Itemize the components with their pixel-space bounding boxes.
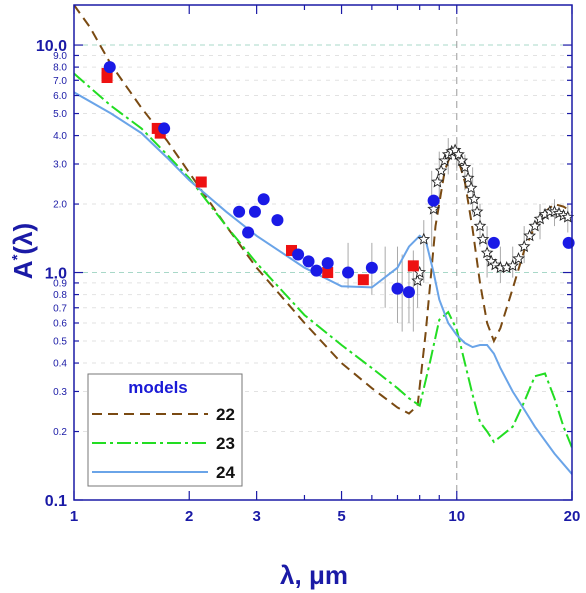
y-minor-tick-label: 0.6 bbox=[53, 318, 67, 329]
legend-label-22: 22 bbox=[216, 405, 235, 424]
star-point bbox=[458, 160, 472, 173]
blue-circle-point bbox=[427, 194, 440, 207]
x-axis-title: λ, μm bbox=[280, 560, 348, 590]
blue-circle-point bbox=[233, 205, 246, 218]
model-curve-23 bbox=[74, 72, 572, 448]
blue-circle-point bbox=[257, 193, 270, 206]
y-major-tick-label: 0.1 bbox=[45, 493, 67, 510]
blue-circle-point bbox=[242, 226, 255, 239]
blue-circle-point bbox=[292, 248, 305, 261]
star-point bbox=[411, 274, 424, 287]
y-minor-tick-label: 5.0 bbox=[53, 109, 67, 120]
legend-title: models bbox=[128, 378, 188, 397]
blue-circle-point bbox=[103, 61, 116, 74]
y-minor-tick-label: 3.0 bbox=[53, 159, 67, 170]
star-point bbox=[467, 192, 481, 205]
blue-circle-point bbox=[158, 122, 171, 135]
blue-circle-point bbox=[342, 266, 355, 279]
x-tick-label: 20 bbox=[564, 508, 581, 525]
x-tick-label: 2 bbox=[185, 508, 193, 525]
star-point bbox=[476, 232, 490, 245]
model-curve-24 bbox=[74, 91, 572, 475]
y-minor-tick-label: 9.0 bbox=[53, 51, 67, 62]
star-point bbox=[431, 175, 444, 188]
star-point bbox=[438, 154, 452, 167]
y-axis-title-tail: (λ) bbox=[8, 223, 38, 255]
y-minor-tick-label: 8.0 bbox=[53, 63, 67, 74]
y-minor-tick-label: 4.0 bbox=[53, 131, 67, 142]
y-minor-tick-label: 0.4 bbox=[53, 359, 67, 370]
x-tick-label: 3 bbox=[252, 508, 260, 525]
star-point bbox=[427, 202, 441, 215]
plot-frame bbox=[73, 4, 573, 501]
red-square-point bbox=[285, 244, 297, 256]
y-major-tick-label: 10.0 bbox=[36, 38, 67, 55]
red-square-point bbox=[101, 67, 113, 79]
blue-circle-point bbox=[321, 257, 334, 270]
star-point bbox=[455, 154, 469, 167]
y-minor-tick-label: 0.3 bbox=[53, 387, 67, 398]
model-curves bbox=[74, 5, 572, 475]
star-point bbox=[523, 229, 537, 242]
x-tick-label: 10 bbox=[448, 508, 465, 525]
legend-label-24: 24 bbox=[216, 463, 235, 482]
star-point bbox=[461, 171, 475, 184]
legend-box bbox=[87, 373, 243, 487]
red-square-point bbox=[322, 267, 334, 279]
star-point bbox=[528, 219, 542, 232]
star-point bbox=[473, 219, 487, 232]
tick-labels: 1 2 3 5 10 200.11.010.00.20.30.40.50.60.70.80… bbox=[36, 38, 580, 525]
red-square-point bbox=[357, 274, 369, 286]
star-point bbox=[517, 239, 531, 253]
y-minor-tick-label: 0.8 bbox=[53, 290, 67, 301]
y-axis-title: A*(λ) bbox=[8, 223, 38, 279]
red-square-point bbox=[195, 176, 207, 188]
blue-circle-point bbox=[310, 264, 323, 277]
blue-circle-point bbox=[562, 236, 575, 249]
star-point bbox=[470, 205, 484, 218]
legend-label-23: 23 bbox=[216, 434, 235, 453]
y-minor-tick-label: 7.0 bbox=[53, 76, 67, 87]
model-curve-22 bbox=[74, 5, 572, 415]
blue-circle-point bbox=[271, 214, 284, 227]
blue-circle-point bbox=[487, 236, 500, 249]
star-point bbox=[417, 232, 431, 245]
y-minor-tick-label: 0.9 bbox=[53, 278, 67, 289]
red-square-point bbox=[407, 260, 419, 272]
y-axis-title-main: A bbox=[8, 260, 38, 279]
y-axis-title-sup: * bbox=[9, 254, 26, 260]
star-point bbox=[512, 252, 525, 265]
blue-circle-point bbox=[302, 255, 315, 268]
x-tick-label: 1 bbox=[70, 508, 78, 525]
star-point bbox=[464, 181, 478, 194]
red-square-point bbox=[154, 127, 166, 139]
star-point bbox=[480, 246, 494, 259]
blue-circle-point bbox=[365, 261, 378, 274]
y-minor-tick-label: 0.5 bbox=[53, 337, 67, 348]
y-minor-tick-label: 0.2 bbox=[53, 427, 67, 438]
star-point bbox=[506, 259, 519, 272]
legend: models 22 23 24 bbox=[87, 373, 243, 487]
y-minor-tick-label: 2.0 bbox=[53, 200, 67, 211]
x-tick-label: 5 bbox=[337, 508, 345, 525]
axis-ticks bbox=[73, 5, 573, 501]
blue-circle-point bbox=[391, 282, 404, 295]
blue-circle-point bbox=[248, 205, 261, 218]
y-minor-tick-label: 0.7 bbox=[53, 303, 67, 314]
star-point bbox=[488, 258, 502, 271]
y-major-tick-label: 1.0 bbox=[45, 266, 67, 283]
observed-points bbox=[101, 61, 575, 299]
blue-circle-point bbox=[402, 286, 415, 299]
y-minor-tick-label: 6.0 bbox=[53, 91, 67, 102]
star-point bbox=[434, 164, 448, 177]
